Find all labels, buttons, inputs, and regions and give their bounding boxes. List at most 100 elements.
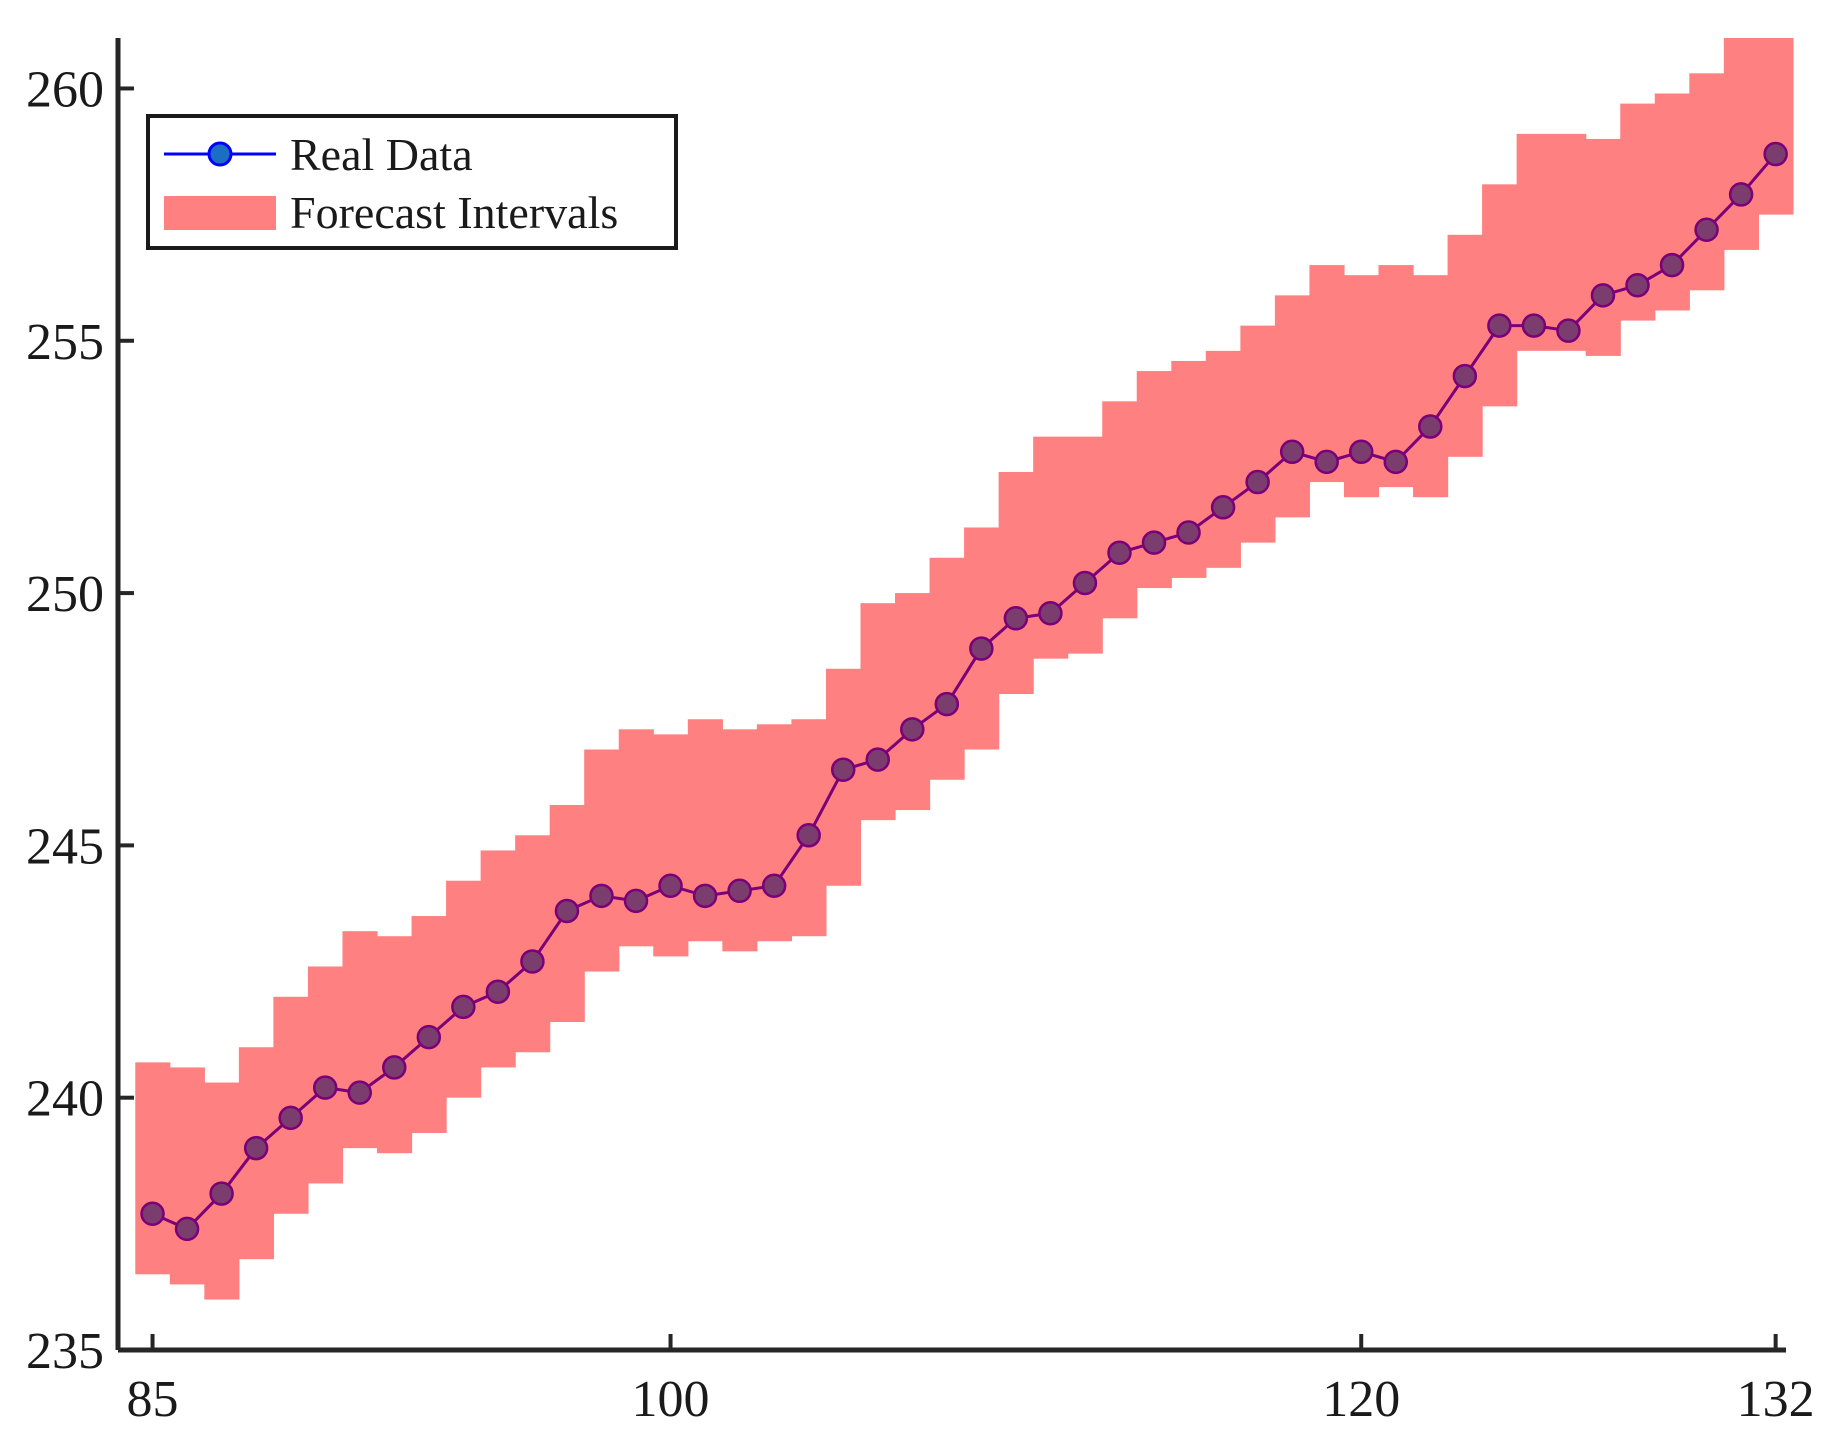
y-tick-label: 240: [26, 1071, 104, 1128]
legend-real-data-marker: [207, 141, 233, 167]
real-data-point: [1038, 601, 1063, 626]
real-data-point: [1625, 273, 1650, 298]
legend-label-real-data: Real Data: [290, 129, 473, 180]
y-tick-label: 245: [26, 818, 104, 875]
forecast-interval-bar: [929, 557, 965, 780]
forecast-interval-bar: [169, 1067, 205, 1285]
forecast-interval-bar: [1447, 234, 1483, 457]
real-data-point: [692, 883, 718, 909]
y-tick-label: 235: [26, 1323, 104, 1380]
real-data-point: [1003, 606, 1029, 631]
real-data-point: [1210, 495, 1236, 520]
forecast-interval-bar: [998, 471, 1034, 694]
real-data-point: [451, 994, 476, 1020]
forecast-interval-bar: [446, 880, 482, 1098]
real-data-point: [1521, 313, 1547, 338]
forecast-interval-bar: [1413, 275, 1449, 498]
real-data-point: [1107, 540, 1132, 565]
forecast-interval-bar: [1067, 436, 1103, 654]
forecast-interval-bar: [1689, 73, 1725, 291]
forecast-interval-bar: [1482, 184, 1518, 407]
x-tick-label: 100: [632, 1371, 710, 1428]
forecast-interval-bar: [756, 724, 793, 942]
forecast-interval-bar: [895, 593, 931, 811]
real-data-point: [209, 1181, 234, 1206]
real-data-point: [1141, 530, 1167, 555]
real-data-point: [727, 878, 752, 904]
real-data-point: [658, 873, 683, 899]
forecast-interval-bar: [1551, 133, 1587, 351]
forecast-interval-bar: [1585, 138, 1621, 356]
real-data-point: [1728, 182, 1754, 207]
legend-label-forecast-intervals: Forecast Intervals: [290, 187, 618, 238]
real-data-point: [1418, 414, 1443, 439]
real-data-point: [1694, 217, 1719, 243]
forecast-interval-bar: [1309, 265, 1345, 483]
forecast-interval-bar: [1205, 350, 1241, 568]
real-data-point: [347, 1080, 372, 1105]
real-data-point: [312, 1075, 338, 1100]
x-tick-label: 132: [1737, 1371, 1815, 1428]
forecast-interval-bar: [653, 734, 689, 957]
real-data-point: [1072, 570, 1098, 596]
forecast-interval-bar: [584, 749, 620, 972]
real-data-point: [830, 757, 856, 782]
real-data-point: [520, 949, 545, 974]
y-tick-label: 260: [26, 61, 104, 118]
forecast-interval-bar: [1171, 360, 1207, 578]
real-data-point: [1176, 520, 1201, 545]
forecast-interval-bar: [1102, 401, 1138, 619]
forecast-interval-bar: [1654, 93, 1690, 311]
forecast-interval-bar: [1136, 371, 1172, 589]
real-data-point: [1659, 252, 1685, 278]
forecast-interval-bar: [1758, 38, 1794, 215]
real-data-point: [174, 1216, 200, 1242]
real-data-point: [1590, 283, 1616, 308]
forecast-interval-bar: [273, 996, 309, 1214]
forecast-interval-bar: [342, 931, 378, 1149]
real-data-point: [243, 1135, 269, 1161]
real-data-point: [485, 979, 511, 1004]
x-tick-label: 120: [1322, 1371, 1400, 1428]
real-data-point: [278, 1105, 303, 1131]
real-data-point: [382, 1055, 407, 1080]
real-data-point: [1314, 449, 1339, 475]
forecast-interval-bar: [1274, 295, 1311, 518]
real-data-point: [1348, 439, 1374, 465]
forecast-interval-bar: [722, 729, 758, 952]
real-data-point: [1452, 363, 1478, 389]
forecast-interval-bar: [480, 850, 516, 1068]
real-data-point: [1556, 318, 1581, 343]
forecast-interval-bar: [618, 729, 654, 947]
forecast-interval-bar: [307, 966, 344, 1184]
axes: 235 240 245 250 255 260 85 100 120 132: [26, 38, 1815, 1428]
y-tick-label: 255: [26, 314, 104, 371]
real-data-point: [761, 873, 787, 899]
real-data-point: [934, 691, 960, 717]
real-data-point: [554, 898, 580, 924]
forecast-interval-bar: [860, 603, 896, 821]
x-tick-label: 85: [127, 1371, 179, 1428]
real-data-point: [1763, 141, 1788, 167]
y-tick-label: 250: [26, 566, 104, 623]
forecast-interval-bar: [1240, 325, 1276, 543]
real-data-series: [140, 141, 1788, 1242]
real-data-point: [969, 636, 994, 661]
real-data-point: [623, 888, 649, 914]
real-data-point: [416, 1024, 442, 1050]
real-data-point: [865, 747, 891, 772]
real-data-point: [1245, 469, 1270, 495]
real-data-point: [796, 823, 821, 848]
real-data-point: [1383, 449, 1409, 475]
legend-forecast-interval-swatch: [164, 196, 276, 230]
real-data-point: [1487, 313, 1512, 338]
forecast-interval-bar: [135, 1062, 171, 1275]
legend: Real Data Forecast Intervals: [146, 114, 678, 250]
real-data-point: [140, 1201, 165, 1227]
forecast-interval-bar: [1723, 38, 1759, 250]
real-data-point: [900, 717, 925, 742]
forecast-interval-bar: [411, 916, 447, 1134]
forecast-interval-bar: [377, 936, 413, 1154]
real-data-point: [589, 883, 614, 909]
